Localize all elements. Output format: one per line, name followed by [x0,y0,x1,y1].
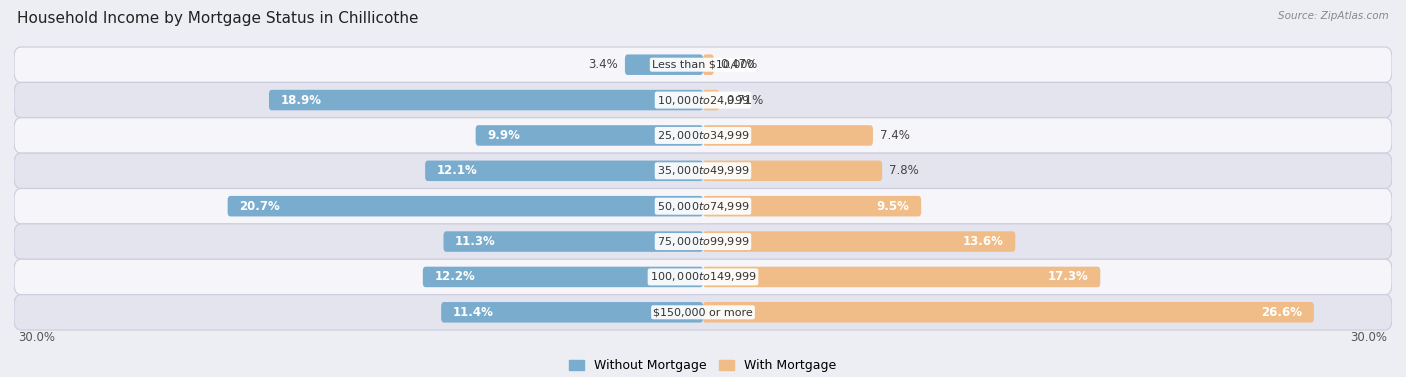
Text: 30.0%: 30.0% [1350,331,1388,344]
Text: 20.7%: 20.7% [239,200,280,213]
Text: $150,000 or more: $150,000 or more [654,307,752,317]
Text: 7.4%: 7.4% [880,129,910,142]
FancyBboxPatch shape [703,302,1313,323]
FancyBboxPatch shape [14,224,1392,259]
FancyBboxPatch shape [703,54,714,75]
Text: 30.0%: 30.0% [18,331,56,344]
Text: $10,000 to $24,999: $10,000 to $24,999 [657,93,749,107]
Text: $35,000 to $49,999: $35,000 to $49,999 [657,164,749,177]
Text: 9.5%: 9.5% [877,200,910,213]
Text: 0.71%: 0.71% [725,93,763,107]
FancyBboxPatch shape [14,294,1392,330]
FancyBboxPatch shape [269,90,703,110]
Text: 11.4%: 11.4% [453,306,494,319]
Text: 0.47%: 0.47% [721,58,758,71]
Text: $50,000 to $74,999: $50,000 to $74,999 [657,200,749,213]
FancyBboxPatch shape [14,83,1392,118]
FancyBboxPatch shape [14,188,1392,224]
Text: $100,000 to $149,999: $100,000 to $149,999 [650,270,756,284]
FancyBboxPatch shape [443,231,703,252]
Text: 9.9%: 9.9% [486,129,520,142]
FancyBboxPatch shape [703,196,921,216]
Text: 11.3%: 11.3% [456,235,496,248]
FancyBboxPatch shape [14,259,1392,294]
Text: 3.4%: 3.4% [588,58,619,71]
FancyBboxPatch shape [703,90,720,110]
FancyBboxPatch shape [703,267,1101,287]
Text: Household Income by Mortgage Status in Chillicothe: Household Income by Mortgage Status in C… [17,11,419,26]
FancyBboxPatch shape [14,153,1392,188]
Text: Less than $10,000: Less than $10,000 [652,60,754,70]
FancyBboxPatch shape [425,161,703,181]
Text: 12.1%: 12.1% [437,164,478,177]
Text: 18.9%: 18.9% [280,93,322,107]
Text: Source: ZipAtlas.com: Source: ZipAtlas.com [1278,11,1389,21]
FancyBboxPatch shape [475,125,703,146]
FancyBboxPatch shape [703,125,873,146]
FancyBboxPatch shape [441,302,703,323]
Text: 26.6%: 26.6% [1261,306,1302,319]
Text: 7.8%: 7.8% [889,164,918,177]
FancyBboxPatch shape [228,196,703,216]
FancyBboxPatch shape [624,54,703,75]
FancyBboxPatch shape [703,161,882,181]
FancyBboxPatch shape [14,47,1392,83]
Text: $25,000 to $34,999: $25,000 to $34,999 [657,129,749,142]
FancyBboxPatch shape [14,118,1392,153]
Text: 17.3%: 17.3% [1047,270,1088,284]
Text: 13.6%: 13.6% [963,235,1004,248]
Legend: Without Mortgage, With Mortgage: Without Mortgage, With Mortgage [564,354,842,377]
FancyBboxPatch shape [703,231,1015,252]
Text: 12.2%: 12.2% [434,270,475,284]
Text: $75,000 to $99,999: $75,000 to $99,999 [657,235,749,248]
FancyBboxPatch shape [423,267,703,287]
